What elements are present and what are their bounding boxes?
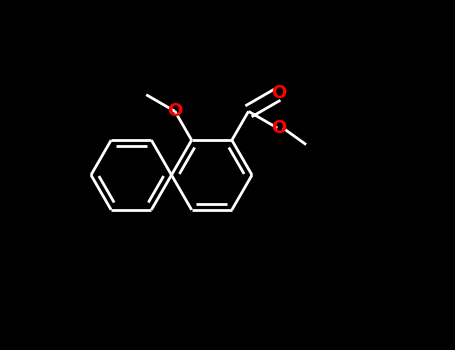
Text: O: O [272,84,287,102]
Text: O: O [272,119,287,137]
Text: O: O [167,102,182,120]
